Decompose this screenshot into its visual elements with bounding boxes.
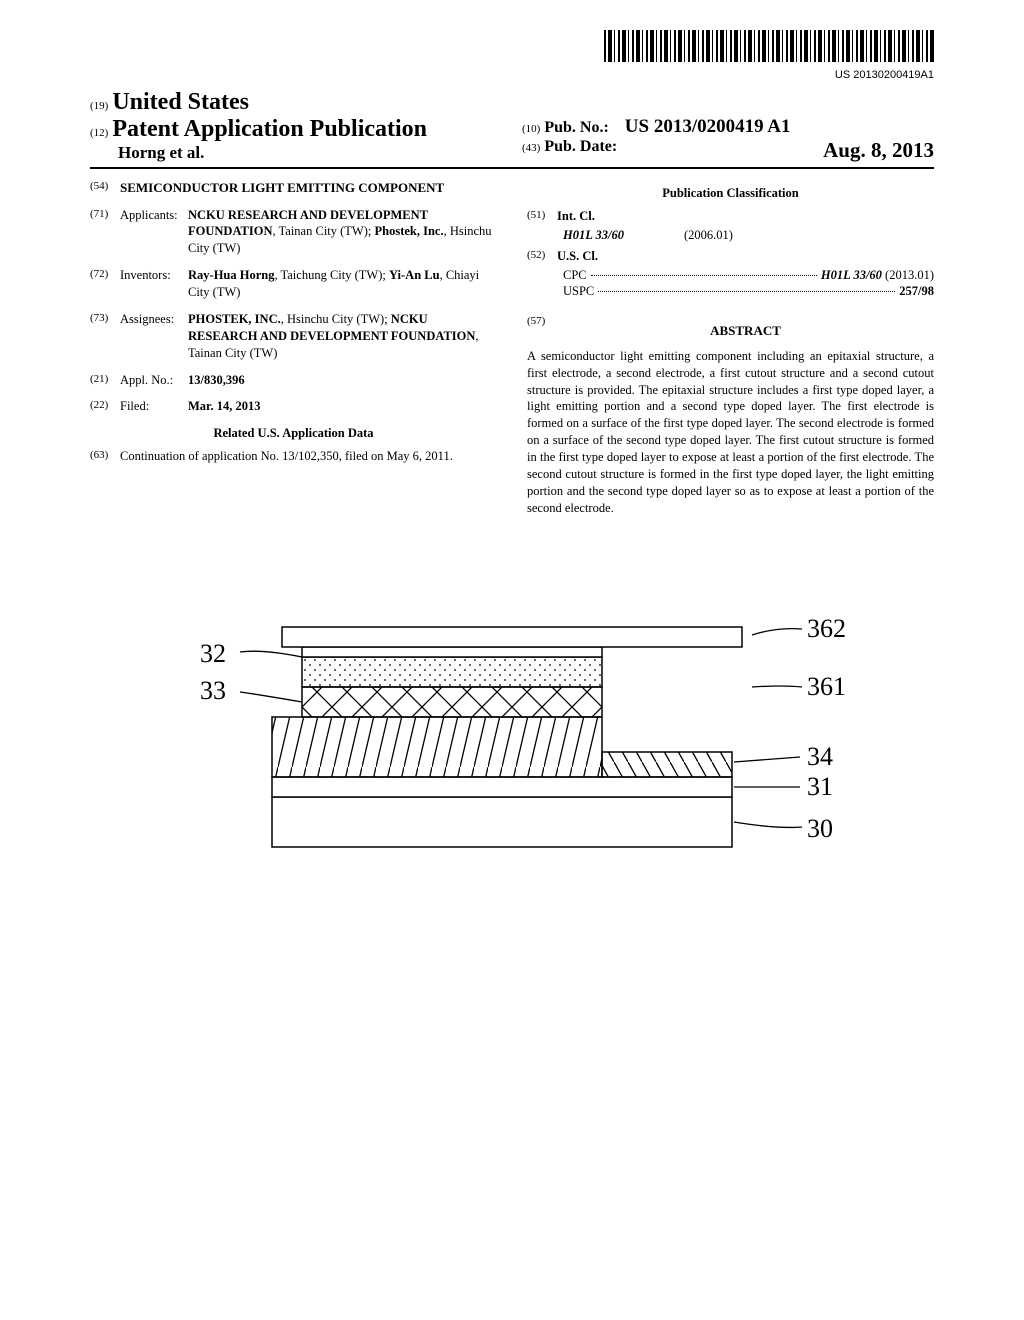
intcl-code: H01L 33/60 <box>563 227 624 244</box>
country: United States <box>112 89 249 115</box>
intcl-label: Int. Cl. <box>557 208 595 225</box>
pub-type: Patent Application Publication <box>112 116 427 142</box>
fig-label-362: 362 <box>807 614 846 643</box>
fig-label-30: 30 <box>807 814 833 843</box>
uspc-label: USPC <box>563 283 594 300</box>
left-col: (54) SEMICONDUCTOR LIGHT EMITTING COMPON… <box>90 179 497 517</box>
header-left: (12) Patent Application Publication Horn… <box>90 116 502 163</box>
assignees-value: PHOSTEK, INC., Hsinchu City (TW); NCKU R… <box>188 311 497 362</box>
patent-figure: 32 33 362 361 34 31 30 <box>152 587 872 867</box>
pub-date-label: Pub. Date: <box>544 138 617 155</box>
fig-label-31: 31 <box>807 772 833 801</box>
pub-no-value: US 2013/0200419 A1 <box>613 116 791 137</box>
continuation-row: (63) Continuation of application No. 13/… <box>90 448 497 465</box>
uspc-value: 257/98 <box>899 283 934 300</box>
uspc-row: USPC 257/98 <box>563 283 934 300</box>
uscl-label: U.S. Cl. <box>557 248 598 265</box>
pub-date-value: Aug. 8, 2013 <box>823 138 934 163</box>
num-52: (52) <box>527 248 557 265</box>
num-71: (71) <box>90 207 120 258</box>
barcode <box>604 30 934 62</box>
applno-row: (21) Appl. No.: 13/830,396 <box>90 372 497 389</box>
dotted-line <box>598 291 895 292</box>
applno-value: 13/830,396 <box>188 372 497 389</box>
num-19: (19) <box>90 100 108 112</box>
pub-no-label: Pub. No.: <box>544 119 608 136</box>
body-two-col: (54) SEMICONDUCTOR LIGHT EMITTING COMPON… <box>90 179 934 517</box>
intcl-code-row: H01L 33/60 (2006.01) <box>563 227 934 244</box>
filed-label: Filed: <box>120 398 188 415</box>
applicants-row: (71) Applicants: NCKU RESEARCH AND DEVEL… <box>90 207 497 258</box>
barcode-text: US 20130200419A1 <box>90 69 934 81</box>
num-43: (43) <box>522 142 540 154</box>
applicants-label: Applicants: <box>120 207 188 258</box>
abstract-heading: ABSTRACT <box>557 322 934 340</box>
num-10: (10) <box>522 123 540 135</box>
num-51: (51) <box>527 208 557 225</box>
dotted-line <box>591 275 817 276</box>
inventors-value: Ray-Hua Horng, Taichung City (TW); Yi-An… <box>188 267 497 301</box>
inventors-label: Inventors: <box>120 267 188 301</box>
uscl-row: (52) U.S. Cl. <box>527 248 934 265</box>
patent-title: SEMICONDUCTOR LIGHT EMITTING COMPONENT <box>120 179 444 197</box>
fig-label-361: 361 <box>807 672 846 701</box>
cpc-label: CPC <box>563 267 587 284</box>
num-21: (21) <box>90 372 120 389</box>
num-57: (57) <box>527 314 557 348</box>
abstract-text: A semiconductor light emitting component… <box>527 348 934 517</box>
right-col: Publication Classification (51) Int. Cl.… <box>527 179 934 517</box>
header-row: (12) Patent Application Publication Horn… <box>90 116 934 169</box>
applno-label: Appl. No.: <box>120 372 188 389</box>
barcode-area: US 20130200419A1 <box>90 30 934 81</box>
num-73: (73) <box>90 311 120 362</box>
continuation-value: Continuation of application No. 13/102,3… <box>120 448 497 465</box>
filed-row: (22) Filed: Mar. 14, 2013 <box>90 398 497 415</box>
figure-area: 32 33 362 361 34 31 30 <box>90 587 934 872</box>
intcl-row: (51) Int. Cl. <box>527 208 934 225</box>
num-12: (12) <box>90 127 108 139</box>
assignees-row: (73) Assignees: PHOSTEK, INC., Hsinchu C… <box>90 311 497 362</box>
filed-value: Mar. 14, 2013 <box>188 398 497 415</box>
classification-heading: Publication Classification <box>527 185 934 202</box>
header-right: (10) Pub. No.: US 2013/0200419 A1 (43) P… <box>502 116 934 163</box>
fig-label-34: 34 <box>807 742 833 771</box>
intcl-year: (2006.01) <box>624 227 733 244</box>
fig-label-33: 33 <box>200 676 226 705</box>
assignees-label: Assignees: <box>120 311 188 362</box>
num-72: (72) <box>90 267 120 301</box>
num-63: (63) <box>90 448 120 465</box>
num-22: (22) <box>90 398 120 415</box>
abstract-header: (57) ABSTRACT <box>527 314 934 348</box>
title-row: (54) SEMICONDUCTOR LIGHT EMITTING COMPON… <box>90 179 497 197</box>
fig-label-32: 32 <box>200 639 226 668</box>
authors: Horng et al. <box>118 143 204 162</box>
cpc-row: CPC H01L 33/60 (2013.01) <box>563 267 934 284</box>
inventors-row: (72) Inventors: Ray-Hua Horng, Taichung … <box>90 267 497 301</box>
num-54: (54) <box>90 179 120 197</box>
related-heading: Related U.S. Application Data <box>90 425 497 442</box>
cpc-value: H01L 33/60 (2013.01) <box>821 267 934 284</box>
applicants-value: NCKU RESEARCH AND DEVELOPMENT FOUNDATION… <box>188 207 497 258</box>
header-country-line: (19) United States <box>90 89 934 116</box>
